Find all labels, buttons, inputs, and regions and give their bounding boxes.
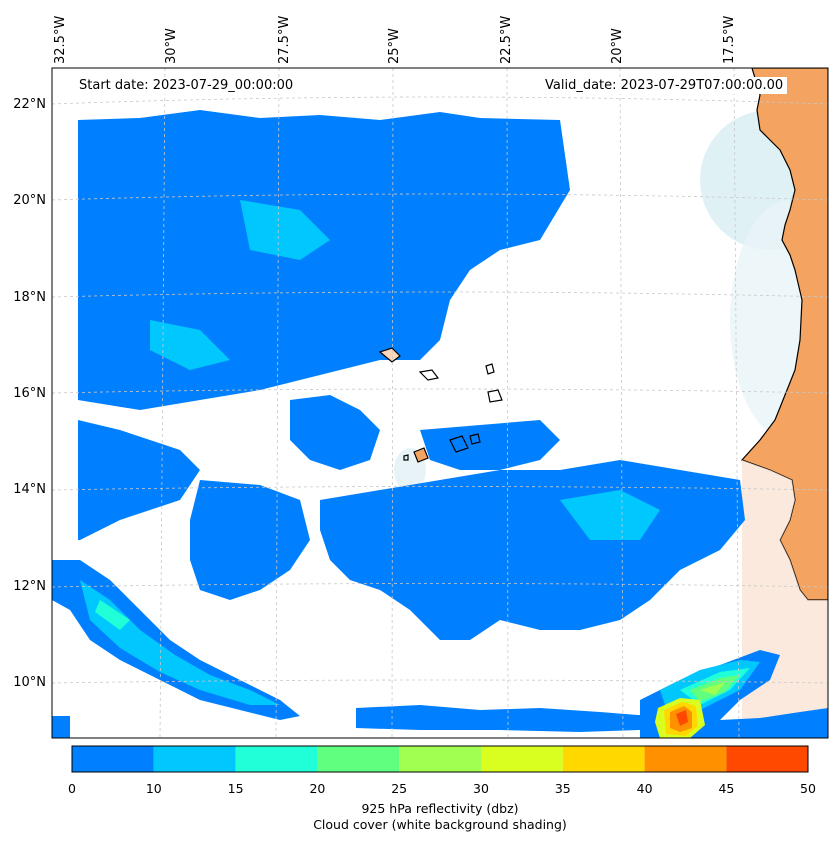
map-contents — [52, 68, 828, 738]
graticule — [52, 68, 828, 738]
lat-label: 16°N — [13, 386, 46, 401]
colorbar-frame — [71, 745, 809, 773]
colorbar-segment — [235, 746, 318, 772]
colorbar-tick: 0 — [68, 781, 76, 796]
colorbar-segment — [562, 746, 645, 772]
lat-label: 22°N — [13, 97, 46, 112]
colorbar-label-line1: 925 hPa reflectivity (dbz) — [361, 801, 519, 816]
colorbar-tick: 50 — [800, 781, 816, 796]
colorbar-segment — [317, 746, 400, 772]
lon-label: 27.5°W — [277, 15, 292, 64]
lon-label: 25°W — [387, 28, 402, 64]
map-frame — [51, 67, 829, 739]
colorbar-segment — [481, 746, 563, 772]
lon-label: 20°W — [610, 28, 625, 64]
lon-label: 32.5°W — [53, 15, 68, 64]
reflectivity-10-15 — [80, 200, 760, 720]
colorbar-segment — [153, 746, 236, 772]
colorbar-segment — [644, 746, 727, 772]
colorbar-segment — [72, 746, 154, 772]
reflectivity-25-30 — [700, 682, 725, 695]
colorbar-tick: 15 — [227, 781, 244, 796]
valid-date-label: Valid_date: 2023-07-29T07:00:00.00 — [541, 77, 788, 94]
colorbar-segment — [726, 746, 808, 772]
lat-label: 20°N — [13, 193, 46, 208]
colorbar-tick: 35 — [554, 781, 571, 796]
colorbar-tick: 30 — [473, 781, 489, 796]
colorbar-tick: 10 — [145, 781, 162, 796]
colorbar-label: 925 hPa reflectivity (dbz) Cloud cover (… — [72, 801, 808, 833]
lat-label: 14°N — [13, 482, 46, 497]
lon-label: 17.5°W — [722, 15, 737, 64]
lon-label: 22.5°W — [499, 15, 514, 64]
lat-label: 12°N — [13, 579, 46, 594]
lat-label: 10°N — [13, 675, 46, 690]
colorbar-tick: 25 — [391, 781, 408, 796]
colorbar-tick: 20 — [309, 781, 326, 796]
lon-label: 30°W — [164, 28, 179, 64]
colorbar — [71, 745, 809, 773]
colorbar-tick: 40 — [636, 781, 653, 796]
colorbar-segment — [399, 746, 481, 772]
islands — [378, 347, 503, 463]
reflectivity-45-50 — [676, 710, 688, 726]
colorbar-tick: 45 — [718, 781, 735, 796]
start-date-label: Start date: 2023-07-29_00:00:00 — [75, 77, 298, 94]
lat-label: 18°N — [13, 290, 46, 305]
colorbar-label-line2: Cloud cover (white background shading) — [313, 817, 567, 832]
